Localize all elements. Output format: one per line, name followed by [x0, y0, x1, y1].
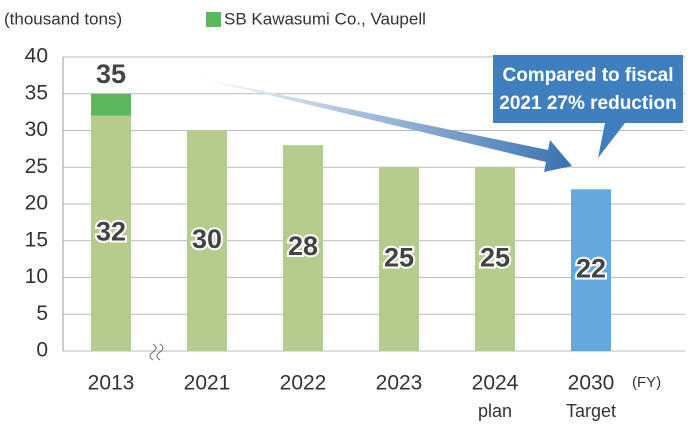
y-tick-label: 35	[25, 81, 48, 104]
value-label: 25	[384, 242, 414, 272]
y-axis-label: (thousand tons)	[4, 9, 122, 28]
y-tick-label: 5	[36, 302, 48, 325]
bar-segment	[91, 115, 131, 351]
callout	[493, 55, 683, 158]
y-tick-label: 30	[25, 118, 48, 141]
legend-swatch	[206, 12, 221, 27]
y-tick-label: 40	[25, 45, 48, 68]
y-tick-label: 0	[36, 339, 48, 362]
axis-break	[149, 343, 164, 361]
bar-segment	[187, 130, 227, 351]
x-tick-label: 2013	[88, 372, 135, 395]
callout-text: 2021 27% reduction	[499, 93, 676, 114]
x-tick-note: plan	[478, 401, 512, 421]
legend-label: SB Kawasumi Co., Vaupell	[224, 9, 426, 28]
bar-segment	[379, 167, 419, 351]
bar-segment	[91, 93, 131, 116]
y-tick-label: 10	[25, 265, 48, 288]
bar-segment	[283, 145, 323, 351]
y-tick-label: 25	[25, 155, 48, 178]
callout-text: Compared to fiscal	[502, 65, 673, 86]
y-tick-label: 15	[25, 228, 48, 251]
value-label: 25	[480, 242, 510, 272]
value-label: 28	[288, 231, 318, 261]
value-label: 30	[192, 224, 222, 254]
value-label: 32	[96, 217, 126, 247]
x-tick-label: 2021	[184, 372, 231, 395]
bar-segment	[475, 167, 515, 351]
x-axis-unit: (FY)	[632, 374, 661, 391]
x-tick-label: 2022	[280, 372, 327, 395]
value-label: 22	[576, 253, 606, 283]
x-tick-note: Target	[566, 401, 616, 421]
y-tick-label: 20	[25, 192, 48, 215]
x-tick-label: 2030	[568, 372, 615, 395]
bar-segment	[571, 189, 611, 351]
total-label: 35	[96, 59, 126, 89]
x-tick-label: 2023	[376, 372, 423, 395]
x-tick-label: 2024	[472, 372, 519, 395]
